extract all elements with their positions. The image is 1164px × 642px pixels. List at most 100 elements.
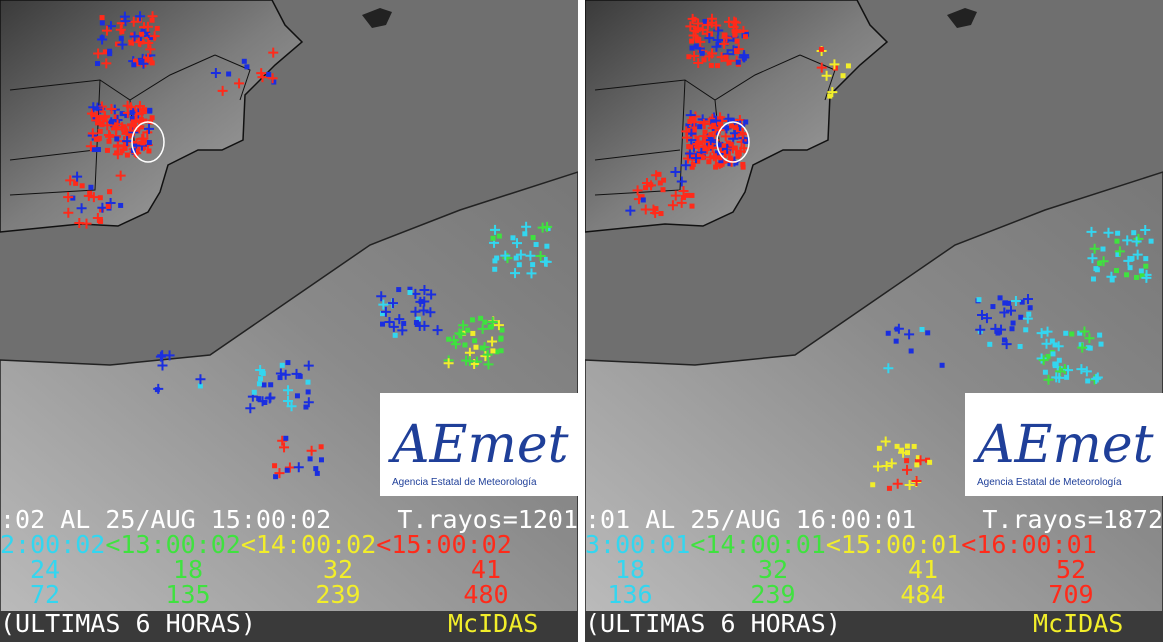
strike [927,459,933,465]
strike [995,330,1001,336]
strike [106,138,112,144]
strike [727,161,733,167]
strike [689,164,695,170]
strike [1079,326,1090,337]
strike [124,152,130,158]
strike [687,118,693,124]
strike [702,18,708,24]
strike [384,316,395,327]
strike [1143,263,1149,269]
strike [734,49,740,55]
strike [443,358,454,369]
legend-interval: <13:00:02 [105,530,240,559]
strike [113,122,119,128]
strike [915,455,921,461]
strike [1139,273,1145,279]
interval-count: 52 [1056,555,1086,584]
interval-count: 41 [471,555,501,584]
strike [142,107,148,113]
legend-interval: 3:00:01 [585,530,690,559]
strike [88,184,94,190]
strike [898,447,909,458]
strike [1131,236,1142,247]
strike [473,344,479,350]
strike-total: T.rayos=1201 [397,505,578,534]
strike [1124,272,1130,278]
strike [697,124,703,130]
strike [392,332,398,338]
strike [122,136,133,147]
strike [274,468,285,479]
strike [729,16,740,27]
strike [268,47,279,58]
strike [1133,274,1139,280]
strike [540,256,551,267]
strike [396,287,402,293]
strike [498,348,504,354]
strike [154,26,160,32]
strike [128,126,134,132]
strike [902,464,913,475]
strike [454,328,465,339]
strike [881,460,892,471]
strike [1141,272,1152,283]
strike [380,311,386,317]
strike [689,192,695,198]
strike [1076,364,1087,375]
strike [827,87,838,98]
strike [101,25,112,36]
strike [149,115,155,121]
strike [987,341,993,347]
strike [1129,256,1135,262]
island [947,8,977,28]
strike [103,130,114,141]
strike [97,34,108,45]
strike [625,205,636,216]
strike [1131,230,1137,236]
strike [487,336,498,347]
strike [694,136,700,142]
time-range: :01 AL 25/AUG 16:00:01 [585,505,916,534]
strike [684,148,695,159]
strike [1081,366,1092,377]
strike [1009,326,1015,332]
interval-total: 72 [30,580,60,609]
strike [1138,268,1144,274]
strike [1087,253,1098,264]
legend-interval: <14:00:01 [690,530,825,559]
strike [305,389,311,395]
strike [157,360,168,371]
panel: AEmet Agencia Estatal de Meteorología:01 … [585,0,1163,642]
strike [1042,369,1048,375]
strike [407,290,413,296]
strike [130,115,141,126]
strike [1148,238,1154,244]
strike [99,112,110,123]
strike [667,200,678,211]
strike [693,139,704,150]
strike [256,381,262,387]
strike [705,152,716,163]
strike [661,177,667,183]
strike [1115,251,1121,257]
strike-total: T.rayos=1872 [982,505,1163,534]
strike [678,185,689,196]
strike [530,235,536,241]
strike [686,54,692,60]
legend-interval: <14:00:02 [241,530,376,559]
strike [740,164,746,170]
strike [818,46,824,52]
strike [914,462,920,468]
strike [1106,271,1117,282]
strike [691,153,702,164]
strike [261,382,267,388]
strike [1063,330,1069,336]
strike [1056,357,1062,363]
strike [893,323,904,334]
strike [1043,374,1054,385]
strike [693,43,699,49]
strike [499,327,505,333]
strike [97,128,103,134]
strike [92,116,98,122]
